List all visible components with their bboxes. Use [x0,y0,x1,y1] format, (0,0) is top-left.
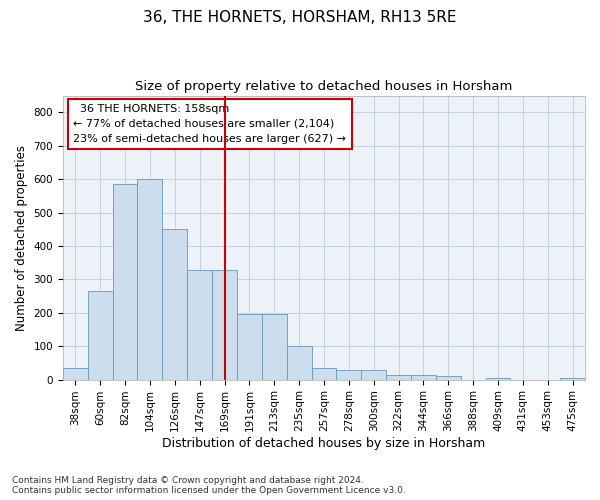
Bar [163,229,187,380]
Bar [237,314,262,380]
Bar [361,370,386,380]
Bar [63,368,88,380]
Text: 36 THE HORNETS: 158sqm
← 77% of detached houses are smaller (2,104)
23% of semi-: 36 THE HORNETS: 158sqm ← 77% of detached… [73,104,346,144]
Bar [485,378,511,380]
Bar [337,370,361,380]
Bar [411,374,436,380]
Text: Contains HM Land Registry data © Crown copyright and database right 2024.
Contai: Contains HM Land Registry data © Crown c… [12,476,406,495]
Bar [262,314,287,380]
Title: Size of property relative to detached houses in Horsham: Size of property relative to detached ho… [135,80,512,93]
Bar [436,376,461,380]
Bar [88,291,113,380]
X-axis label: Distribution of detached houses by size in Horsham: Distribution of detached houses by size … [163,437,485,450]
Bar [287,346,311,380]
Bar [560,378,585,380]
Bar [212,270,237,380]
Bar [137,179,163,380]
Bar [311,368,337,380]
Bar [187,270,212,380]
Bar [113,184,137,380]
Text: 36, THE HORNETS, HORSHAM, RH13 5RE: 36, THE HORNETS, HORSHAM, RH13 5RE [143,10,457,25]
Bar [386,374,411,380]
Y-axis label: Number of detached properties: Number of detached properties [15,144,28,330]
